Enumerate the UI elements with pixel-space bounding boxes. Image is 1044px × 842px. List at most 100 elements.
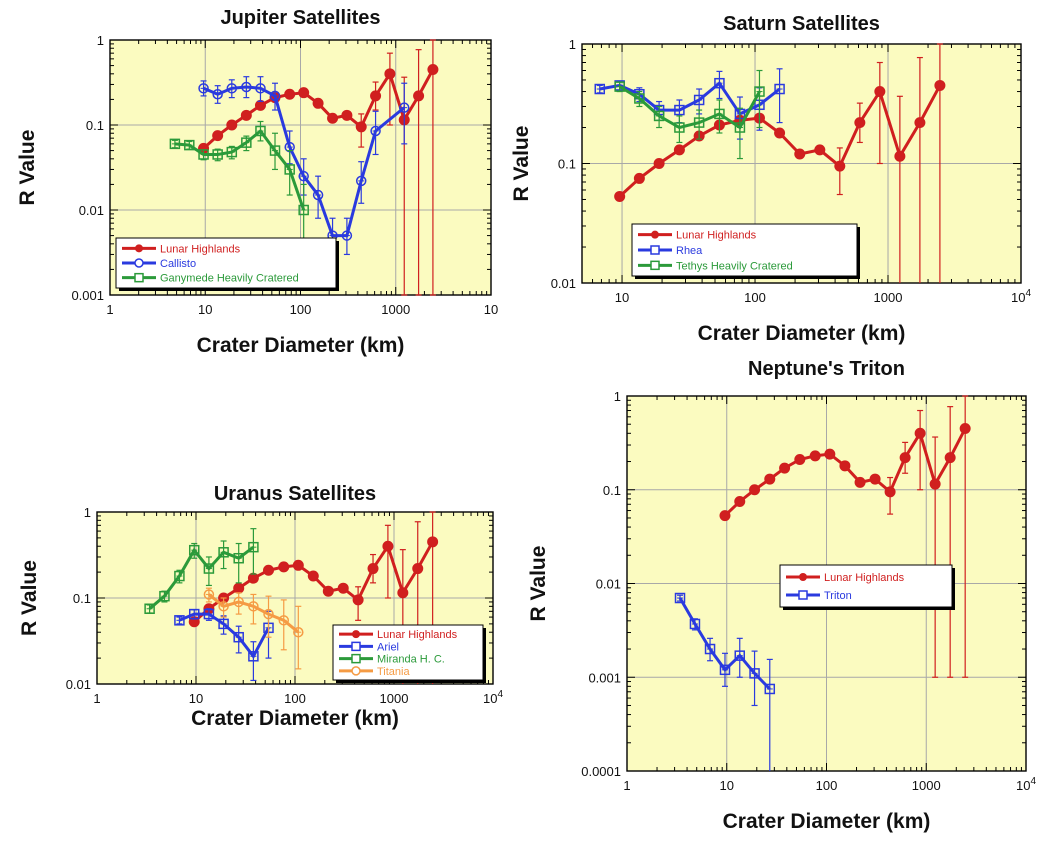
- data-point: [254, 99, 266, 111]
- data-point: [263, 608, 274, 620]
- data-point: [779, 462, 791, 474]
- data-point: [714, 108, 725, 120]
- data-point: [218, 601, 229, 612]
- tick-label: 104: [1016, 776, 1036, 793]
- legend-marker: [351, 653, 361, 664]
- data-point: [144, 603, 155, 614]
- tick-label: 100: [284, 691, 306, 706]
- data-point: [188, 608, 200, 620]
- tick-label: 1: [93, 691, 100, 706]
- data-point: [614, 81, 625, 92]
- data-point: [929, 478, 941, 490]
- x-axis-label: Crater Diameter (km): [197, 334, 405, 357]
- tick-label: 1: [569, 37, 576, 52]
- legend-label: Callisto: [160, 258, 196, 270]
- legend-label: Lunar Highlands: [676, 230, 757, 242]
- data-point: [233, 552, 244, 564]
- data-point: [693, 117, 705, 128]
- legend-label: Titania: [377, 666, 410, 678]
- legend-label: Ganymede Heavily Cratered: [160, 273, 299, 285]
- data-point: [749, 668, 760, 679]
- data-point: [427, 63, 439, 75]
- tick-label: 104: [483, 689, 503, 706]
- tick-label: 1: [106, 302, 113, 317]
- tick-label: 1: [97, 33, 104, 48]
- data-point: [854, 476, 866, 488]
- data-point: [226, 83, 238, 94]
- plot-frame: [96, 511, 494, 685]
- series-line: [174, 128, 306, 211]
- data-point: [240, 109, 252, 121]
- data-point: [226, 119, 238, 131]
- data-point: [754, 86, 765, 97]
- tick-label: 0.001: [588, 670, 621, 685]
- data-point: [370, 125, 381, 137]
- tick-label: 0.01: [551, 276, 576, 291]
- data-point: [169, 138, 181, 150]
- y-axis-label: R Value: [510, 126, 533, 202]
- legend-label: Tethys Heavily Cratered: [676, 260, 793, 272]
- data-point: [212, 89, 223, 100]
- data-point: [653, 158, 665, 169]
- data-point: [874, 86, 886, 98]
- data-point: [284, 164, 295, 175]
- series-callisto: [198, 76, 410, 256]
- tick-label: 0.1: [86, 118, 104, 133]
- data-point: [203, 608, 215, 620]
- x-axis-label: Crater Diameter (km): [723, 810, 931, 833]
- tick-label: 0.01: [66, 677, 91, 692]
- data-point: [174, 615, 185, 626]
- legend-label: Triton: [824, 590, 852, 602]
- data-point: [594, 83, 606, 95]
- plot-frame: [626, 395, 1027, 772]
- data-point: [247, 572, 259, 584]
- series-titania: [203, 587, 304, 670]
- data-point: [899, 452, 911, 464]
- legend-label: Lunar Highlands: [377, 629, 458, 641]
- series-tethys-heavily-cratered: [614, 69, 765, 160]
- tick-label: 0.0001: [581, 764, 621, 779]
- data-point: [734, 122, 746, 133]
- data-point: [233, 596, 244, 608]
- data-point: [633, 172, 645, 184]
- data-point: [398, 102, 410, 113]
- data-point: [312, 97, 324, 109]
- legend-marker: [650, 245, 660, 255]
- data-point: [292, 559, 304, 571]
- data-point: [203, 589, 215, 600]
- data-point: [653, 110, 665, 122]
- data-point: [412, 563, 424, 575]
- series-lunar-highlands: [719, 395, 971, 678]
- chart-panel-1: 1 10 100 1000 10 0.001 0.01 0.1 1 Jupiter Satelli…: [16, 7, 498, 357]
- plot-frame: [109, 39, 492, 296]
- data-point: [869, 473, 881, 485]
- series-lunar-highlands: [198, 39, 439, 296]
- chart-title: Uranus Satellites: [214, 483, 376, 505]
- data-point: [341, 230, 353, 241]
- tick-label: 0.1: [73, 591, 91, 606]
- data-point: [233, 582, 245, 594]
- data-point: [307, 570, 319, 582]
- data-point: [226, 146, 238, 158]
- legend: Lunar Highlands Rhea Tethys Heavily Crater…: [631, 223, 860, 279]
- tick-label: 10: [198, 302, 212, 317]
- legend-marker: [352, 630, 360, 639]
- tick-label: 100: [290, 302, 312, 317]
- legend-marker: [134, 258, 144, 268]
- data-point: [355, 121, 367, 133]
- legend-marker: [351, 666, 361, 676]
- data-point: [248, 601, 259, 612]
- data-point: [278, 615, 290, 626]
- tick-label: 0.1: [603, 483, 621, 498]
- series-miranda-h-c-: [144, 528, 259, 614]
- data-point: [298, 170, 309, 182]
- y-axis-label: R Value: [16, 130, 39, 206]
- tick-label: 10: [189, 691, 203, 706]
- legend-label: Miranda H. C.: [377, 654, 445, 666]
- data-point: [198, 83, 209, 94]
- data-point: [212, 130, 224, 142]
- data-point: [704, 643, 716, 655]
- data-point: [370, 90, 382, 102]
- data-point: [367, 563, 379, 575]
- data-point: [184, 139, 195, 151]
